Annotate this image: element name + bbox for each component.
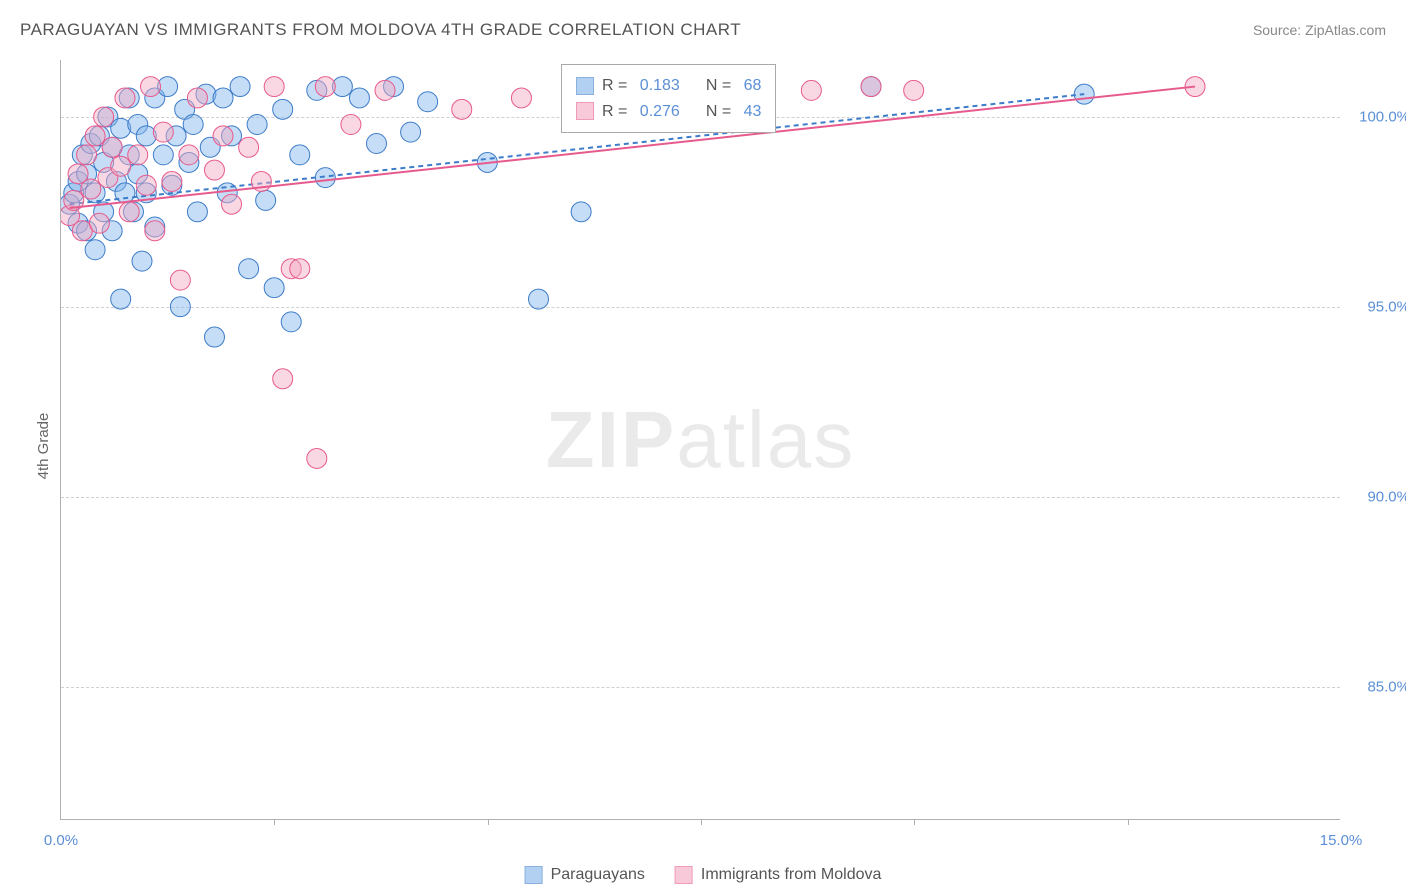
chart-title: PARAGUAYAN VS IMMIGRANTS FROM MOLDOVA 4T…: [20, 20, 741, 40]
data-point: [77, 145, 97, 165]
data-point: [341, 115, 361, 135]
correlation-legend-box: R = 0.183 N = 68 R = 0.276 N = 43: [561, 64, 776, 133]
data-point: [94, 107, 114, 127]
series-legend: Paraguayans Immigrants from Moldova: [525, 866, 882, 884]
y-tick-label: 95.0%: [1350, 299, 1406, 316]
data-point: [136, 175, 156, 195]
data-point: [128, 145, 148, 165]
n-value: 68: [739, 73, 761, 99]
data-point: [349, 88, 369, 108]
r-label: R =: [602, 99, 627, 125]
data-point: [85, 240, 105, 260]
data-point: [290, 145, 310, 165]
y-tick-label: 90.0%: [1350, 489, 1406, 506]
scatter-plot-svg: [61, 60, 1340, 819]
data-point: [247, 115, 267, 135]
data-point: [85, 126, 105, 146]
data-point: [136, 126, 156, 146]
data-point: [256, 190, 276, 210]
data-point: [511, 88, 531, 108]
data-point: [375, 80, 395, 100]
legend-row: R = 0.276 N = 43: [576, 99, 761, 125]
data-point: [452, 99, 472, 119]
data-point: [529, 289, 549, 309]
plot-area: ZIPatlas R = 0.183N = 68R = 0.276N = 43 …: [60, 60, 1340, 820]
data-point: [801, 80, 821, 100]
data-point: [204, 160, 224, 180]
data-point: [290, 259, 310, 279]
legend-label: Paraguayans: [551, 866, 645, 884]
r-label: R =: [602, 73, 627, 99]
data-point: [111, 289, 131, 309]
source-label: Source: ZipAtlas.com: [1253, 22, 1386, 38]
r-value: 0.183: [635, 73, 679, 99]
data-point: [213, 126, 233, 146]
x-tick-mark: [914, 819, 915, 825]
data-point: [153, 145, 173, 165]
data-point: [264, 278, 284, 298]
data-point: [170, 270, 190, 290]
data-point: [571, 202, 591, 222]
data-point: [861, 77, 881, 97]
x-tick-mark: [1128, 819, 1129, 825]
data-point: [153, 122, 173, 142]
data-point: [307, 448, 327, 468]
x-tick-mark: [488, 819, 489, 825]
data-point: [281, 312, 301, 332]
data-point: [145, 221, 165, 241]
data-point: [222, 194, 242, 214]
n-label: N =: [706, 73, 731, 99]
data-point: [366, 134, 386, 154]
data-point: [170, 297, 190, 317]
data-point: [230, 77, 250, 97]
data-point: [102, 137, 122, 157]
legend-swatch: [525, 866, 543, 884]
y-tick-label: 85.0%: [1350, 679, 1406, 696]
legend-swatch: [675, 866, 693, 884]
data-point: [162, 171, 182, 191]
data-point: [213, 88, 233, 108]
data-point: [904, 80, 924, 100]
n-label: N =: [706, 99, 731, 125]
r-value: 0.276: [635, 99, 679, 125]
x-tick-label: 0.0%: [44, 832, 78, 849]
data-point: [187, 202, 207, 222]
data-point: [239, 259, 259, 279]
x-tick-label: 15.0%: [1320, 832, 1363, 849]
x-tick-mark: [274, 819, 275, 825]
chart-container: PARAGUAYAN VS IMMIGRANTS FROM MOLDOVA 4T…: [0, 0, 1406, 892]
data-point: [115, 88, 135, 108]
data-point: [179, 145, 199, 165]
title-bar: PARAGUAYAN VS IMMIGRANTS FROM MOLDOVA 4T…: [20, 20, 1386, 40]
data-point: [187, 88, 207, 108]
data-point: [132, 251, 152, 271]
y-tick-label: 100.0%: [1350, 109, 1406, 126]
data-point: [315, 77, 335, 97]
legend-item: Immigrants from Moldova: [675, 866, 882, 884]
x-tick-mark: [701, 819, 702, 825]
data-point: [141, 77, 161, 97]
legend-swatch: [576, 77, 594, 95]
data-point: [418, 92, 438, 112]
n-value: 43: [739, 99, 761, 125]
data-point: [111, 156, 131, 176]
data-point: [204, 327, 224, 347]
data-point: [273, 369, 293, 389]
legend-swatch: [576, 102, 594, 120]
data-point: [81, 179, 101, 199]
data-point: [183, 115, 203, 135]
data-point: [401, 122, 421, 142]
data-point: [119, 202, 139, 222]
data-point: [273, 99, 293, 119]
data-point: [111, 118, 131, 138]
data-point: [315, 168, 335, 188]
legend-item: Paraguayans: [525, 866, 645, 884]
data-point: [264, 77, 284, 97]
legend-row: R = 0.183 N = 68: [576, 73, 761, 99]
data-point: [89, 213, 109, 233]
legend-label: Immigrants from Moldova: [701, 866, 882, 884]
data-point: [239, 137, 259, 157]
y-axis-label: 4th Grade: [35, 413, 52, 480]
